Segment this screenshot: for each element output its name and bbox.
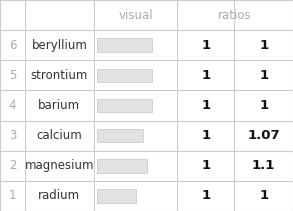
Text: magnesium: magnesium [25,159,94,172]
Text: 2: 2 [9,159,16,172]
Text: 5: 5 [9,69,16,82]
Bar [97,69,152,82]
Text: barium: barium [38,99,80,112]
Text: 1.1: 1.1 [252,159,275,172]
Text: 1: 1 [9,189,16,202]
Bar [97,129,143,142]
Text: strontium: strontium [31,69,88,82]
Bar [97,99,152,112]
Text: visual: visual [118,9,153,22]
Text: ratios: ratios [218,9,252,22]
Bar [97,38,152,52]
Bar [97,159,147,173]
Text: 1: 1 [201,129,210,142]
Text: beryllium: beryllium [31,39,87,52]
Text: 1: 1 [201,189,210,202]
Text: 4: 4 [9,99,16,112]
Text: 1: 1 [201,99,210,112]
Text: 3: 3 [9,129,16,142]
Text: radium: radium [38,189,80,202]
Text: 6: 6 [9,39,16,52]
Text: 1: 1 [201,69,210,82]
Text: 1.07: 1.07 [247,129,280,142]
Text: 1: 1 [259,69,268,82]
Text: 1: 1 [201,39,210,52]
Text: calcium: calcium [36,129,82,142]
Bar [97,189,136,203]
Text: 1: 1 [259,39,268,52]
Text: 1: 1 [201,159,210,172]
Text: 1: 1 [259,189,268,202]
Text: 1: 1 [259,99,268,112]
